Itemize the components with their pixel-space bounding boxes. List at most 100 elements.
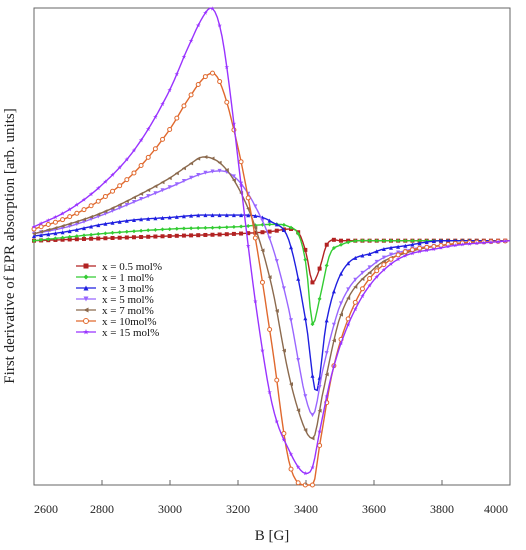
data-point [53, 226, 58, 230]
data-point [296, 231, 301, 236]
data-point [67, 234, 72, 239]
data-point [160, 136, 166, 142]
data-point [132, 195, 136, 200]
data-point [288, 451, 294, 457]
legend-marker [83, 329, 89, 335]
data-point [267, 229, 272, 234]
data-point [38, 224, 44, 230]
data-point [389, 245, 393, 250]
data-point [381, 247, 386, 251]
data-point [446, 238, 451, 243]
data-point [53, 214, 58, 220]
data-point [417, 241, 422, 246]
x-tick-label: 2800 [90, 502, 114, 516]
data-point [181, 179, 186, 183]
data-point [245, 195, 251, 201]
data-point [32, 231, 36, 236]
data-point [396, 244, 401, 249]
data-point [139, 217, 144, 222]
data-point [467, 241, 472, 246]
data-point [103, 209, 108, 214]
data-point [395, 252, 401, 258]
data-point [217, 232, 222, 237]
data-point [110, 188, 116, 194]
data-point [253, 204, 258, 209]
data-point [181, 103, 187, 109]
data-point [281, 228, 286, 232]
data-point [117, 202, 122, 207]
data-point [331, 246, 336, 250]
data-point [203, 170, 208, 175]
data-point [189, 161, 194, 166]
x-tick-label: 3400 [294, 502, 318, 516]
data-point [367, 238, 372, 243]
data-point [417, 249, 422, 254]
data-point [32, 234, 36, 238]
data-point [389, 238, 393, 243]
data-point [146, 228, 151, 233]
data-point [81, 197, 87, 202]
data-point [117, 235, 122, 240]
data-point [31, 224, 37, 229]
data-point [438, 245, 444, 250]
data-point [160, 188, 165, 193]
data-point [117, 230, 122, 235]
data-point [359, 286, 365, 292]
data-point [360, 293, 365, 298]
data-point [410, 242, 415, 247]
data-point [396, 238, 401, 243]
data-point [174, 226, 179, 231]
data-point [153, 216, 158, 221]
data-point [381, 262, 387, 268]
data-point [110, 230, 115, 235]
data-point [139, 235, 144, 240]
data-point [317, 296, 322, 301]
data-point [303, 394, 308, 399]
legend-label: x = 1 mol% [102, 272, 154, 284]
data-point [439, 238, 443, 243]
data-point [381, 259, 386, 264]
data-point [67, 229, 72, 234]
data-point [303, 470, 308, 476]
data-point [89, 232, 94, 237]
data-point [195, 23, 201, 28]
data-point [374, 249, 379, 254]
legend: x = 0.5 mol%x = 1 mol%x = 3 mol%x = 5 mo… [76, 261, 162, 339]
data-point [324, 393, 329, 399]
data-point [174, 233, 179, 238]
data-point [188, 92, 194, 98]
x-tick-label: 3200 [226, 502, 250, 516]
data-point [160, 215, 165, 220]
data-point [317, 385, 322, 389]
data-point [196, 233, 201, 238]
data-point [403, 238, 408, 243]
data-point [196, 156, 201, 161]
data-point [89, 214, 94, 219]
data-point [67, 207, 72, 212]
data-point [345, 322, 351, 327]
data-point [124, 229, 129, 234]
data-point [139, 228, 144, 233]
data-point [102, 193, 108, 199]
data-point [381, 238, 386, 243]
data-point [146, 188, 151, 193]
data-point [88, 203, 94, 209]
data-point [167, 234, 172, 239]
data-point [289, 225, 293, 230]
data-point [360, 253, 365, 258]
data-point [67, 237, 72, 242]
data-point [353, 255, 358, 260]
data-point [167, 215, 172, 220]
data-point [281, 348, 286, 353]
data-point [331, 338, 336, 343]
data-point [160, 101, 165, 106]
data-point [253, 298, 258, 304]
data-point [238, 159, 244, 165]
data-point [103, 179, 108, 184]
data-point [39, 233, 44, 238]
data-point [217, 168, 222, 173]
data-point [274, 228, 279, 233]
data-point [210, 70, 215, 76]
data-point [82, 226, 86, 231]
